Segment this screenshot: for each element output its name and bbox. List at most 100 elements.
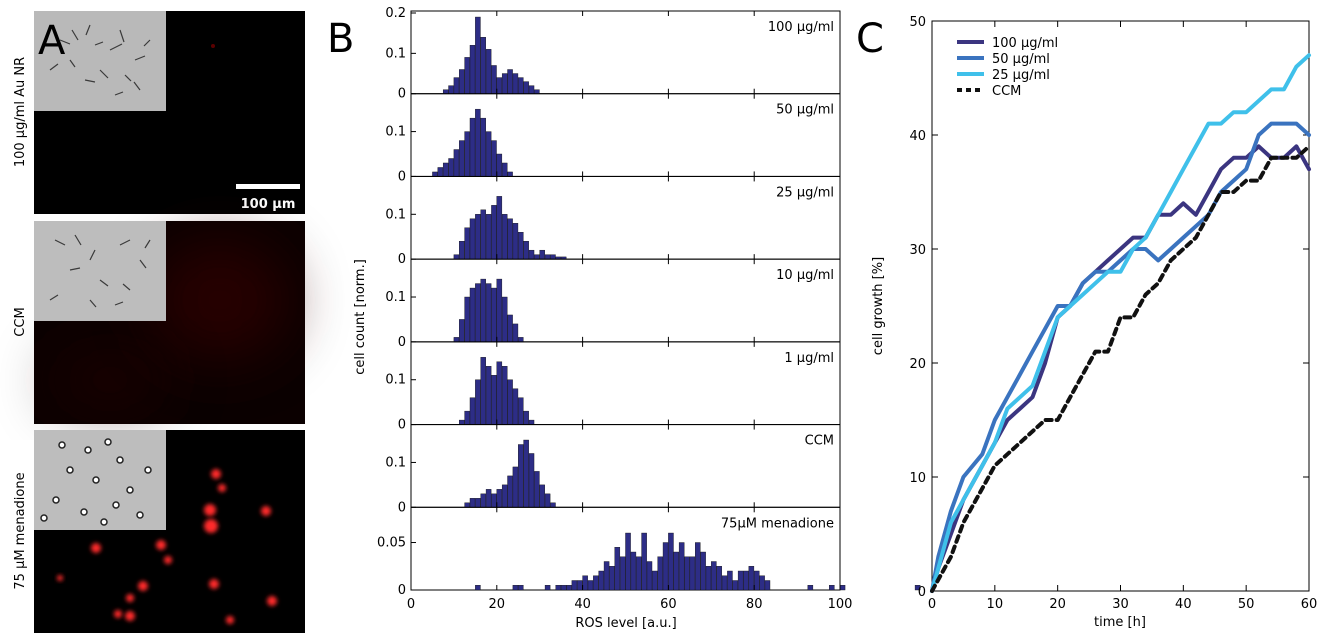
histogram-bar <box>491 140 497 177</box>
histogram-bar <box>475 379 481 425</box>
histogram-bar <box>518 585 524 591</box>
histogram-3: 0 0.1 10 µg/ml <box>385 258 841 350</box>
histogram-bar <box>673 551 680 591</box>
histogram-bar <box>496 361 503 425</box>
histogram-bar <box>657 556 663 591</box>
histogram-bar <box>593 575 599 591</box>
histogram-label: 100 µg/ml <box>768 20 834 35</box>
histogram-bar <box>662 542 669 591</box>
histogram-bar <box>512 323 519 343</box>
histogram-bar <box>432 171 438 177</box>
histogram-bar <box>464 131 470 177</box>
histogram-bar <box>480 117 486 177</box>
histogram-bar <box>534 89 540 94</box>
histogram-bar <box>496 153 503 177</box>
x-tick-label: 60 <box>660 597 677 612</box>
histogram-bar <box>491 205 497 260</box>
histogram-bar <box>727 570 733 591</box>
histogram-bar <box>442 162 449 177</box>
histogram-bar <box>501 162 508 177</box>
histogram-bar <box>453 77 460 94</box>
b-xaxis-label: ROS level [a.u.] <box>575 616 676 631</box>
histogram-bar <box>544 493 551 508</box>
x-tick-label: 20 <box>489 597 506 612</box>
panel-b-label: B <box>327 16 354 62</box>
histogram-bar <box>523 81 529 94</box>
histogram-bar <box>475 283 481 343</box>
x-tick-label: 40 <box>574 597 591 612</box>
fluor-cells <box>57 469 277 624</box>
histogram-bar <box>539 484 545 508</box>
phase-cells-menadione <box>40 438 152 526</box>
histogram-bar <box>491 375 497 425</box>
histogram-label: CCM <box>805 434 834 449</box>
histogram-bar <box>507 379 513 425</box>
histogram-bar <box>453 254 460 260</box>
c-yaxis-label: cell growth [%] <box>871 257 886 355</box>
histogram-bar <box>464 227 470 260</box>
histogram-bar <box>732 580 739 591</box>
histogram-bar <box>507 314 513 343</box>
histogram-bar <box>582 575 588 591</box>
histogram-bar <box>636 556 642 591</box>
histogram-bar <box>475 16 481 94</box>
histogram-label: 25 µg/ml <box>776 185 834 200</box>
histogram-bar <box>464 57 470 94</box>
y-tick-label: 30 <box>909 243 926 258</box>
histogram-5: 0 0.1 CCM <box>385 424 841 515</box>
histogram-bar <box>705 566 712 591</box>
panel-b: B 0 0.1 0.2 100 µg/ml 0 0.1 50 µg/ml 0 0.1 25 µg/… <box>327 6 921 631</box>
histogram-bar <box>560 585 567 591</box>
histogram-bar <box>475 108 481 177</box>
y-tick-label: 0.1 <box>385 125 406 140</box>
histogram-bar <box>437 167 444 177</box>
c-xaxis-label: time [h] <box>1094 615 1146 630</box>
y-tick-label: 0 <box>398 583 406 598</box>
histogram-bar <box>528 85 535 94</box>
histogram-bar <box>459 140 465 177</box>
histogram-bar <box>807 585 814 591</box>
y-tick-label: 0 <box>398 87 406 102</box>
histogram-bar <box>501 366 508 425</box>
histogram-bar <box>464 410 470 425</box>
histogram-bar <box>839 585 846 591</box>
histogram-6: 0 0.05 75µM menadione <box>377 506 921 598</box>
row-label-menadione: 75 µM menadione <box>13 472 28 589</box>
legend-label: CCM <box>992 84 1021 99</box>
histogram-frame <box>410 424 841 508</box>
histogram-bar <box>496 278 503 343</box>
x-tick-label: 50 <box>1238 597 1255 612</box>
histogram-bar <box>700 551 706 591</box>
histogram-bar <box>512 388 519 425</box>
histogram-bar <box>485 283 492 343</box>
histogram-bar <box>491 493 497 508</box>
histogram-bar <box>518 337 524 343</box>
y-tick-label: 20 <box>909 357 926 372</box>
histogram-bar <box>512 73 519 94</box>
x-tick-label: 10 <box>987 597 1004 612</box>
y-tick-label: 0.2 <box>385 6 406 21</box>
x-tick-label: 60 <box>1301 597 1318 612</box>
histogram-label: 75µM menadione <box>721 516 834 531</box>
y-tick-label: 0.1 <box>385 46 406 61</box>
histogram-bar <box>442 89 449 94</box>
histogram-bar <box>507 69 513 94</box>
fluor-spot <box>211 44 215 48</box>
histogram-bar <box>501 214 508 260</box>
histogram-0: 0 0.1 0.2 100 µg/ml <box>385 6 841 102</box>
histogram-bar <box>469 117 476 177</box>
fluor-glow <box>50 350 170 410</box>
histogram-label: 10 µg/ml <box>776 268 834 283</box>
y-tick-label: 40 <box>909 129 926 144</box>
histogram-bar <box>518 232 524 260</box>
histogram-bar <box>480 209 486 260</box>
histogram-bar <box>630 551 637 591</box>
histogram-bar <box>577 580 583 591</box>
x-tick-label: 0 <box>407 597 415 612</box>
histogram-bar <box>475 498 481 508</box>
histogram-bar <box>469 218 476 260</box>
legend-label: 50 µg/ml <box>992 52 1050 67</box>
histogram-4: 0 0.1 1 µg/ml <box>385 341 841 433</box>
histogram-bar <box>528 419 535 425</box>
